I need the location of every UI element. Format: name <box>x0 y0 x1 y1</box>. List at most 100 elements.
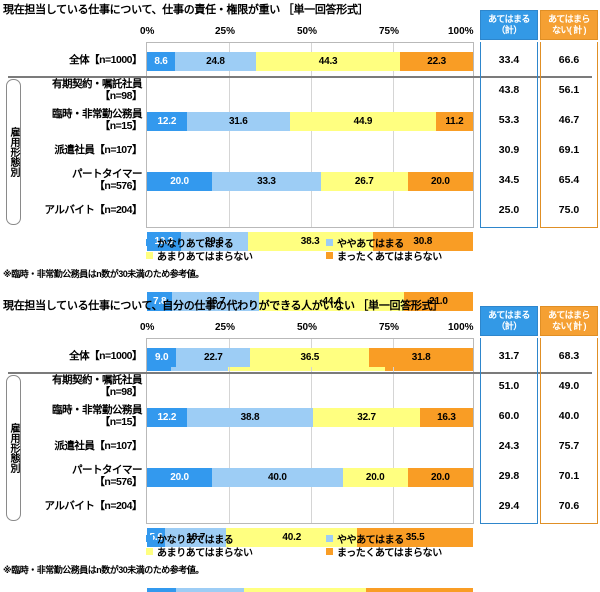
summary-value: 75.0 <box>558 204 580 216</box>
bar-segment-3: 44.3 <box>255 52 401 71</box>
row-label: 派遣社員【n=107】 <box>20 431 142 461</box>
summary-header-applies-line1: あてはまる <box>488 310 530 320</box>
summary-header-not-applies: あてはまら ない( 計 ) <box>540 306 598 336</box>
stacked-bar: 9.020.837.332.8 <box>147 588 473 592</box>
x-axis-tick-2: 50% <box>297 322 318 333</box>
row-label: 有期契約・嘱託社員 【n=98】 <box>20 371 143 401</box>
bar-segment-2: 18.7 <box>165 528 227 547</box>
legend-row: かなりあてはまる ややあてはまる <box>146 531 506 546</box>
legend: かなりあてはまる ややあてはまるあまりあてはまらない まったくあてはまらない <box>146 531 506 559</box>
row-label-line: 臨時・非常勤公務員 <box>52 404 143 416</box>
legend-swatch-icon <box>146 252 153 259</box>
summary-header-applies-line1: あてはまる <box>488 14 530 24</box>
legend-swatch-icon <box>326 535 333 542</box>
row-label: 臨時・非常勤公務員 【n=15】 <box>20 401 143 431</box>
bar-segment-3: 26.7 <box>320 172 408 191</box>
x-axis-tick-0: 0% <box>140 322 155 333</box>
bar-segment-4: 11.2 <box>436 112 473 131</box>
bar-segment-4: 20.0 <box>407 172 473 191</box>
bar-segment-2: 24.8 <box>175 52 256 71</box>
row-label-line: 【n=15】 <box>99 416 143 428</box>
summary-value: 29.8 <box>498 470 520 482</box>
gridline-50 <box>311 43 312 227</box>
legend-item-4: まったくあてはまらない <box>326 248 506 263</box>
summary-header-applies-line2: （計） <box>496 321 522 331</box>
summary-value: 25.0 <box>498 204 520 216</box>
stacked-bar: 9.0 22.7 36.5 31.8 <box>147 348 473 367</box>
summary-value: 49.0 <box>558 380 580 392</box>
bar-segment-1: 12.2 <box>147 112 187 131</box>
row-label: アルバイト【n=204】 <box>20 491 143 521</box>
gridline-75 <box>393 339 394 523</box>
legend-row: かなりあてはまる ややあてはまる <box>146 236 506 250</box>
chart-row: 20.0 33.3 26.7 20.0 <box>147 166 473 196</box>
bar-segment-3: 20.0 <box>342 468 408 487</box>
chart-row: 12.2 38.8 32.7 16.3 <box>147 402 473 432</box>
bar-segment-1: 10.3 <box>147 232 181 251</box>
legend-label: ややあてはまる <box>337 239 404 250</box>
summary-value: 43.8 <box>498 84 520 96</box>
x-axis-tick-0: 0% <box>140 26 155 37</box>
summary-column-not-applies: 66.6 56.1 46.7 69.1 65.4 75.0 <box>540 42 598 228</box>
summary-value: 66.6 <box>558 54 580 66</box>
category-axis-bracket: 雇用形態別 <box>6 375 21 521</box>
chart-title: 現在担当している仕事について、自分の仕事の代わりができる人がいない ［単一回答形… <box>3 300 444 312</box>
summary-value: 69.1 <box>558 144 580 156</box>
bar-segment-4: 35.5 <box>357 528 473 547</box>
bar-segment-3: 36.5 <box>250 348 370 367</box>
bar-segment-1: 20.0 <box>147 468 213 487</box>
summary-value: 24.3 <box>498 440 520 452</box>
bar-segment-1: 7.8 <box>147 292 173 311</box>
row-label: 全体【n=1000】 <box>20 45 142 75</box>
summary-value: 33.4 <box>498 54 520 66</box>
summary-value: 29.4 <box>498 500 520 512</box>
legend-swatch-icon <box>326 252 333 259</box>
legend-label: あまりあてはまらない <box>157 548 253 559</box>
row-label-line: 全体【n=1000】 <box>69 54 142 66</box>
legend-item-1: かなりあてはまる <box>146 531 326 546</box>
chart-row: 5.6 18.7 40.2 35.5 <box>147 522 473 552</box>
bar-segment-2: 33.3 <box>212 172 321 191</box>
row-label-line: パートタイマー <box>72 168 143 180</box>
summary-value: 68.3 <box>558 350 580 362</box>
gridline-50 <box>311 339 312 523</box>
legend-item-3: あまりあてはまらない <box>146 248 326 263</box>
chart-row: 20.0 40.0 20.0 20.0 <box>147 462 473 492</box>
row-label: 全体【n=1000】 <box>20 341 142 371</box>
stacked-bar: 8.6 24.8 44.3 22.3 <box>147 52 473 71</box>
legend-row: あまりあてはまらない まったくあてはまらない <box>146 248 506 263</box>
summary-column-applies: 33.4 43.8 53.3 30.9 34.5 25.0 <box>480 42 538 228</box>
gridline-25 <box>229 339 230 523</box>
stacked-bar: 10.3 20.6 38.3 30.8 <box>147 232 473 251</box>
legend-label: まったくあてはまらない <box>337 252 442 263</box>
legend-row: あまりあてはまらない まったくあてはまらない <box>146 545 506 559</box>
summary-value: 70.6 <box>558 500 580 512</box>
group-separator <box>8 76 592 78</box>
chart-block-1: 現在担当している仕事について、仕事の責任・権限が重い ［単一回答形式］ あてはまる… <box>3 4 598 371</box>
bar-segment-4: 30.8 <box>372 232 473 251</box>
chart-row: 9.020.837.332.8 <box>147 582 473 592</box>
legend-swatch-icon <box>326 548 333 555</box>
legend-label: まったくあてはまらない <box>337 548 442 559</box>
gridline-75 <box>393 43 394 227</box>
legend: かなりあてはまる ややあてはまる あまりあてはまらない まったくあてはまらない <box>146 236 506 263</box>
bar-segment-3: 38.3 <box>247 232 373 251</box>
bar-segment-1: 12.2 <box>147 408 187 427</box>
footnote: ※臨時・非常勤公務員はn数が30未満のため参考値。 <box>3 565 204 575</box>
plot-area: 9.0 22.7 36.5 31.8 12.2 38.8 32.7 16.3 20.0 40.0 2… <box>146 338 474 592</box>
row-label-line: 【n=98】 <box>99 386 143 398</box>
bar-segment-4: 22.3 <box>400 52 473 71</box>
category-axis-bracket: 雇用形態別 <box>6 79 21 225</box>
bar-segment-4: 21.0 <box>404 292 473 311</box>
bar-segment-4: 31.8 <box>369 348 473 367</box>
chart-title: 現在担当している仕事について、仕事の責任・権限が重い ［単一回答形式］ <box>3 4 369 16</box>
x-axis-tick-4: 100% <box>448 26 474 37</box>
stacked-bar: 20.0 40.0 20.0 20.0 <box>147 468 473 487</box>
row-label-line: 派遣社員【n=107】 <box>54 440 142 452</box>
summary-value: 46.7 <box>558 114 580 126</box>
bar-segment-3: 44.4 <box>259 292 405 311</box>
group-separator <box>8 372 592 374</box>
legend-label: ややあてはまる <box>337 535 404 546</box>
summary-header-applies: あてはまる （計） <box>480 306 538 336</box>
summary-value: 40.0 <box>558 410 580 422</box>
